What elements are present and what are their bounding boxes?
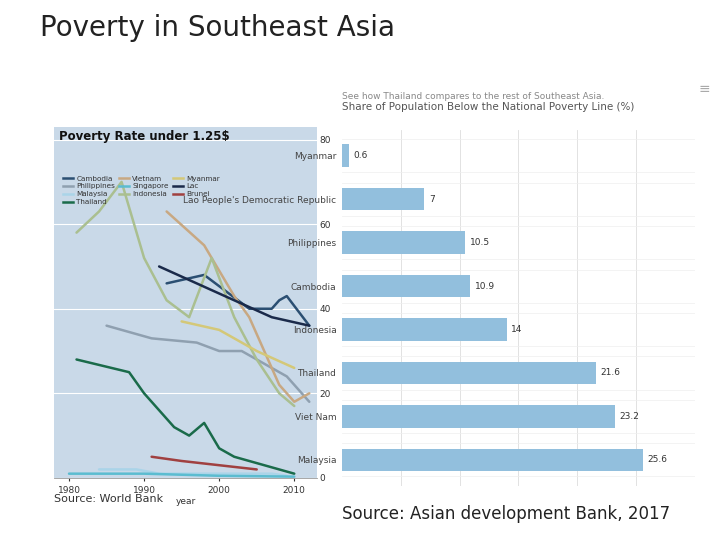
Bar [342, 449, 643, 471]
Bar [342, 275, 470, 298]
Text: 25.6: 25.6 [648, 455, 667, 464]
Bar [342, 318, 507, 341]
Text: 23.2: 23.2 [619, 412, 639, 421]
Text: 0.6: 0.6 [354, 151, 368, 160]
Text: 10.5: 10.5 [470, 238, 490, 247]
Legend: Cambodia, Philippines, Malaysia, Thailand, Vietnam, Singapore, Indonesia, Myanma: Cambodia, Philippines, Malaysia, Thailan… [60, 173, 222, 208]
Bar [342, 144, 349, 167]
X-axis label: year: year [175, 497, 196, 507]
Text: 10.9: 10.9 [475, 281, 495, 291]
Bar [342, 362, 596, 384]
Text: 7: 7 [429, 194, 435, 204]
Text: 21.6: 21.6 [600, 368, 621, 377]
Bar [342, 188, 424, 211]
Text: Poverty in Southeast Asia: Poverty in Southeast Asia [40, 14, 395, 42]
Text: See how Thailand compares to the rest of Southeast Asia.: See how Thailand compares to the rest of… [342, 92, 604, 101]
Bar [342, 231, 465, 254]
Text: ≡: ≡ [698, 82, 710, 96]
Text: Poverty Rate under 1.25$: Poverty Rate under 1.25$ [59, 130, 230, 144]
Bar [342, 405, 615, 428]
Text: Source: World Bank: Source: World Bank [54, 494, 163, 504]
Text: 14: 14 [511, 325, 523, 334]
Text: Share of Population Below the National Poverty Line (%): Share of Population Below the National P… [342, 102, 634, 112]
Text: Source: Asian development Bank, 2017: Source: Asian development Bank, 2017 [342, 505, 670, 523]
